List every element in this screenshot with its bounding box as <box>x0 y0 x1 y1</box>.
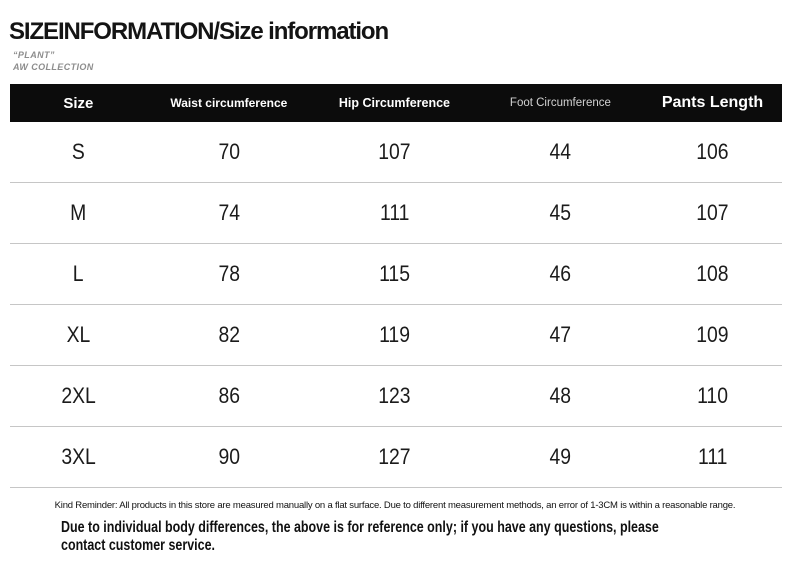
table-row: M 74 111 45 107 <box>10 182 782 244</box>
table-row: S 70 107 44 106 <box>10 122 782 183</box>
page-title: SIZEINFORMATION/Size information <box>9 18 389 45</box>
hip-cell: 111 <box>311 182 478 244</box>
pants-length-cell: 106 <box>643 122 782 183</box>
foot-cell: 49 <box>477 426 644 488</box>
table-row: XL 82 119 47 109 <box>10 304 782 366</box>
waist-cell: 70 <box>146 122 312 183</box>
waist-cell: 78 <box>146 243 312 305</box>
size-table: Size Waist circumference Hip Circumferen… <box>10 84 782 488</box>
kind-reminder-text: Kind Reminder: All products in this stor… <box>54 500 736 511</box>
size-cell: 2XL <box>10 365 147 427</box>
waist-cell: 86 <box>146 365 312 427</box>
pants-length-cell: 107 <box>643 182 782 244</box>
waist-cell: 82 <box>146 304 312 366</box>
hip-cell: 123 <box>311 365 478 427</box>
pants-length-cell: 111 <box>643 426 782 488</box>
brand-line-plant: “PLANT” <box>13 50 55 60</box>
column-header-hip: Hip Circumference <box>311 84 478 122</box>
foot-cell: 47 <box>477 304 644 366</box>
size-cell: XL <box>10 304 147 366</box>
table-row: L 78 115 46 108 <box>10 243 782 305</box>
reference-note-line1: Due to individual body differences, the … <box>61 519 659 536</box>
brand-collection-label: “PLANT” AW COLLECTION <box>13 50 94 73</box>
column-header-pants-length: Pants Length <box>643 84 782 122</box>
size-cell: S <box>10 122 147 183</box>
size-cell: 3XL <box>10 426 147 488</box>
waist-cell: 74 <box>146 182 312 244</box>
foot-cell: 48 <box>477 365 644 427</box>
size-cell: L <box>10 243 147 305</box>
table-header-row: Size Waist circumference Hip Circumferen… <box>10 84 782 122</box>
column-header-size: Size <box>10 84 147 122</box>
size-cell: M <box>10 182 147 244</box>
table-row: 2XL 86 123 48 110 <box>10 365 782 427</box>
table-row: 3XL 90 127 49 111 <box>10 426 782 488</box>
foot-cell: 46 <box>477 243 644 305</box>
hip-cell: 115 <box>311 243 478 305</box>
reference-note-text: Due to individual body differences, the … <box>61 519 790 554</box>
pants-length-cell: 108 <box>643 243 782 305</box>
foot-cell: 44 <box>477 122 644 183</box>
hip-cell: 127 <box>311 426 478 488</box>
hip-cell: 119 <box>311 304 478 366</box>
column-header-foot: Foot Circumference <box>477 84 644 122</box>
pants-length-cell: 109 <box>643 304 782 366</box>
reference-note-line2: contact customer service. <box>61 536 215 554</box>
waist-cell: 90 <box>146 426 312 488</box>
column-header-waist: Waist circumference <box>146 84 312 122</box>
hip-cell: 107 <box>311 122 478 183</box>
foot-cell: 45 <box>477 182 644 244</box>
brand-line-collection: AW COLLECTION <box>13 61 94 72</box>
pants-length-cell: 110 <box>643 365 782 427</box>
